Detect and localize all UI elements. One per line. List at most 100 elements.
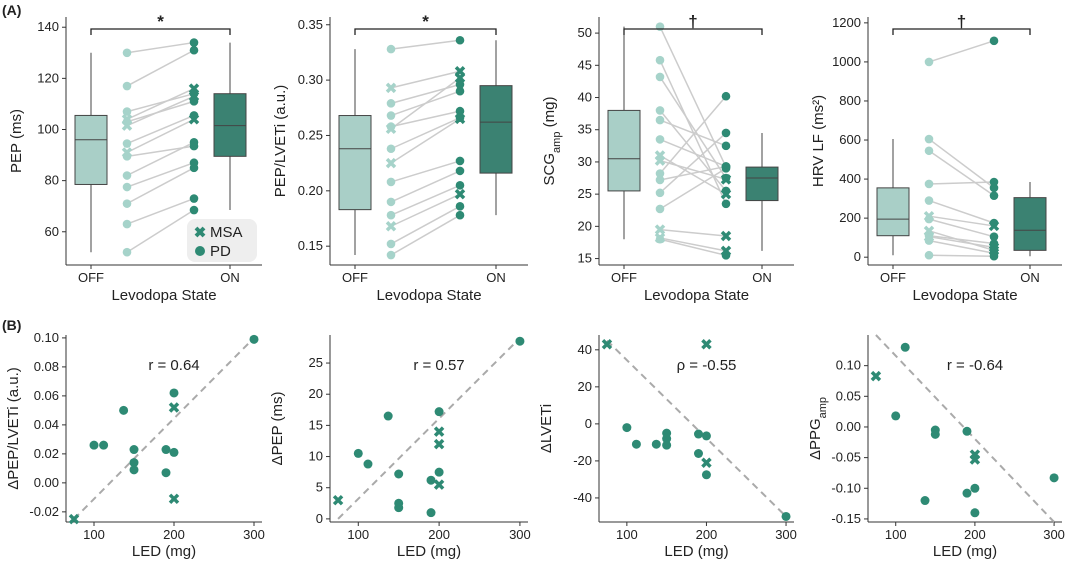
pair-line xyxy=(659,132,727,194)
scatter-point-pd xyxy=(89,440,99,450)
y-tick-label: 20 xyxy=(578,218,592,233)
y-tick-label: 0.00 xyxy=(34,475,59,490)
scatter-point-pd xyxy=(651,439,661,449)
scatter-point-pd xyxy=(249,334,259,344)
y-tick-label: -20 xyxy=(573,453,592,468)
pair-marker-on-pd xyxy=(989,232,999,241)
scatter-point-pd xyxy=(129,465,139,475)
y-tick-label: 1200 xyxy=(832,15,861,30)
correlation-label: r = 0.64 xyxy=(148,357,199,374)
pair-line xyxy=(126,100,195,123)
pair-marker-off-msa xyxy=(654,155,666,166)
pair-marker-off-pd xyxy=(122,219,132,229)
y-tick-label: 30 xyxy=(578,154,592,169)
pair-marker-off-msa xyxy=(385,221,397,232)
pair-line xyxy=(659,138,727,168)
x-tick-label: 300 xyxy=(775,527,797,542)
pair-marker-off-pd xyxy=(655,106,665,115)
box-off xyxy=(607,109,641,192)
pair-marker-off-pd xyxy=(655,55,665,65)
y-tick-label: -0.15 xyxy=(831,511,861,526)
y-tick-label: 0.10 xyxy=(836,358,861,373)
scatter-point-pd xyxy=(693,448,703,458)
chart-d_pep: 0 5 10 15 20 25 100 200 300 LED (mg) ΔPEP (ms) r = … xyxy=(269,335,531,560)
y-tick-label: 100 xyxy=(37,121,59,136)
box-off xyxy=(74,114,108,185)
y-axis-label: PEP/LVETi (a.u.) xyxy=(272,85,289,198)
legend-msa-label: MSA xyxy=(210,224,243,241)
pair-marker-off-pd xyxy=(655,115,665,125)
pair-marker-on-pd xyxy=(189,141,199,151)
y-axis-label: ΔLVETi xyxy=(538,404,555,453)
scatter-point-pd xyxy=(169,447,179,457)
pair-line xyxy=(659,109,727,192)
x-tick-label: 100 xyxy=(616,527,638,542)
scatter-point-pd xyxy=(962,488,972,498)
pair-line xyxy=(928,215,995,227)
pair-line xyxy=(659,154,727,195)
scatter-point-pd xyxy=(920,496,930,506)
pair-marker-off-pd xyxy=(386,239,396,249)
pair-marker-on-pd xyxy=(189,194,199,203)
y-tick-label: 120 xyxy=(37,70,59,85)
scatter-point-pd xyxy=(962,426,972,436)
pair-marker-off-pd xyxy=(924,214,934,224)
box-off xyxy=(876,187,910,237)
scatter-point-pd xyxy=(781,511,791,521)
pair-line xyxy=(659,59,727,205)
y-tick-label: -0.05 xyxy=(831,450,861,465)
pair-marker-off-pd xyxy=(122,139,132,148)
pair-marker-on-pd xyxy=(189,111,199,120)
scatter-point-pd xyxy=(930,429,940,439)
y-tick-label: 50 xyxy=(578,25,592,40)
pair-line xyxy=(126,209,195,253)
x-tick-label: ON xyxy=(752,270,772,285)
significance-bracket xyxy=(892,28,1031,35)
pair-line xyxy=(928,199,995,224)
pair-marker-off-pd xyxy=(386,44,396,54)
scatter-point-msa xyxy=(68,513,80,525)
pair-line xyxy=(659,26,727,168)
pair-marker-on-pd xyxy=(721,128,731,138)
scatter-point-pd xyxy=(900,342,910,352)
significance-marker: * xyxy=(157,12,164,31)
scatter-point-pd xyxy=(383,411,393,421)
significance-marker: † xyxy=(957,12,966,31)
pair-marker-on-pd xyxy=(989,251,999,261)
pair-marker-off-pd xyxy=(924,196,934,205)
pair-line xyxy=(126,87,195,120)
chart-d_pep_lveti: -0.02 0.00 0.02 0.04 0.06 0.08 0.10 100 200 300 LE… xyxy=(5,330,265,560)
x-tick-label: ON xyxy=(1020,270,1040,285)
pair-marker-on-pd xyxy=(189,158,199,168)
chart-d_lveti: -40 -20 0 20 40 100 200 300 LED (mg) ΔLVETi ρ = -0… xyxy=(538,335,797,560)
scatter-point-msa xyxy=(332,494,344,506)
y-tick-label: 0.10 xyxy=(34,330,59,345)
chart-pep: 60 80 100 120 140 OFF ON Levodopa State PEP (ms)… xyxy=(8,12,262,304)
pair-line xyxy=(390,118,461,164)
pair-marker-off-pd xyxy=(655,204,665,214)
y-tick-label: 400 xyxy=(839,171,861,186)
pair-marker-on-pd xyxy=(189,38,199,47)
pair-line xyxy=(659,95,727,175)
y-tick-label: 0.15 xyxy=(298,238,323,253)
pair-line xyxy=(126,114,195,145)
y-tick-label: 80 xyxy=(45,173,59,188)
pair-line xyxy=(126,49,195,87)
pair-marker-off-pd xyxy=(386,122,396,131)
scatter-point-pd xyxy=(891,411,901,421)
pair-line xyxy=(390,184,461,216)
pair-line xyxy=(659,167,727,210)
x-tick-label: 200 xyxy=(163,527,185,542)
pair-marker-off-msa xyxy=(654,224,666,235)
pair-line xyxy=(126,145,195,158)
scatter-point-pd xyxy=(434,407,444,417)
x-tick-label: 100 xyxy=(83,527,105,542)
scatter-point-msa xyxy=(601,339,613,350)
correlation-label: r = 0.57 xyxy=(413,357,464,374)
scatter-point-pd xyxy=(363,459,373,469)
box-off xyxy=(338,115,372,211)
pair-marker-on-pd xyxy=(721,199,731,209)
scatter-point-msa xyxy=(870,370,882,382)
